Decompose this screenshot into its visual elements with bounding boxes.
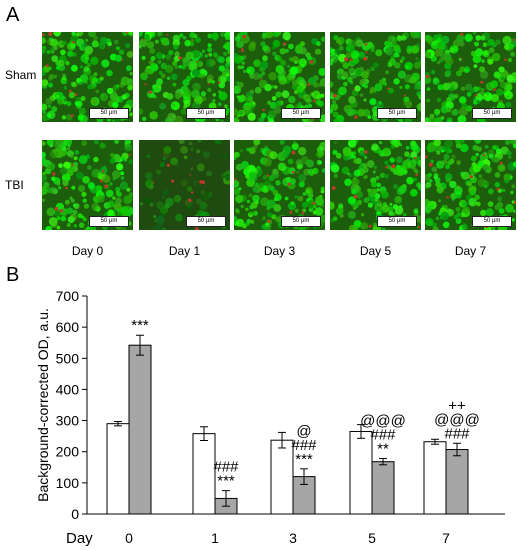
scale-bar: 50 µm: [377, 216, 417, 227]
panel-b-label: B: [6, 264, 20, 286]
significance-marker: ***: [217, 473, 235, 490]
significance-marker: ###: [291, 437, 317, 454]
micrograph-tbi-day-1: 50 µm: [139, 140, 230, 230]
y-tick-label: 100: [56, 475, 80, 491]
micrograph-tbi-day-3: 50 µm: [330, 140, 421, 230]
x-tick-label: 1: [211, 530, 219, 546]
micrograph-sham-day-4: 50 µm: [425, 32, 516, 122]
bar-series-1-day-5: [371, 461, 395, 515]
bar-series-0-day-1: [192, 433, 216, 515]
x-tick-label: 7: [442, 530, 450, 546]
day-label-2: Day 3: [263, 244, 296, 258]
scale-bar: 50 µm: [89, 216, 129, 227]
x-axis-label: Day: [66, 530, 93, 547]
y-tick-label: 600: [56, 319, 80, 335]
significance-marker: **: [377, 441, 389, 458]
scale-bar: 50 µm: [377, 108, 417, 119]
scale-bar: 50 µm: [89, 108, 129, 119]
day-label-0: Day 0: [71, 244, 104, 258]
scale-bar: 50 µm: [472, 216, 512, 227]
scale-bar: 50 µm: [186, 216, 226, 227]
bar-series-0-day-7: [423, 441, 447, 515]
micrograph-sham-day-2: 50 µm: [234, 32, 325, 122]
micrograph-sham-day-0: 50 µm: [42, 32, 133, 122]
x-tick-label: 5: [368, 530, 376, 546]
scale-bar: 50 µm: [472, 108, 512, 119]
day-label-3: Day 5: [359, 244, 392, 258]
y-tick-label: 0: [71, 506, 79, 522]
micrograph-sham-day-1: 50 µm: [139, 32, 230, 122]
x-tick-label: 0: [125, 530, 133, 546]
scale-bar: 50 µm: [281, 108, 321, 119]
micrograph-tbi-day-0: 50 µm: [42, 140, 133, 230]
scale-bar: 50 µm: [281, 216, 321, 227]
bar-series-0-day-3: [270, 439, 294, 515]
row-label-sham: Sham: [5, 68, 37, 82]
significance-marker: @@@: [360, 413, 406, 430]
panel-a-label: A: [6, 4, 20, 26]
day-label-1: Day 1: [168, 244, 201, 258]
y-axis-label: Background-corrected OD, a.u.: [35, 308, 51, 502]
micrograph-tbi-day-4: 50 µm: [425, 140, 516, 230]
significance-marker: ++: [448, 397, 466, 414]
significance-marker: ***: [295, 451, 313, 468]
row-label-tbi: TBI: [5, 178, 24, 192]
y-tick-label: 700: [56, 288, 80, 304]
bar-chart: 0 100 200 300 400 500 600 700 Background-correct…: [35, 288, 505, 547]
significance-marker: ***: [131, 317, 149, 334]
significance-marker: ###: [213, 459, 239, 476]
micrograph-sham-day-3: 50 µm: [330, 32, 421, 122]
significance-marker: @: [296, 423, 311, 440]
bar-series-1-day-7: [445, 449, 469, 515]
scale-bar: 50 µm: [186, 108, 226, 119]
significance-marker: ###: [444, 425, 470, 442]
day-label-4: Day 7: [454, 244, 487, 258]
significance-marker: ###: [370, 427, 396, 444]
y-tick-label: 500: [56, 350, 80, 366]
significance-marker: @@@: [434, 411, 480, 428]
bar-series-1-day-0: [128, 344, 152, 515]
bar-series-0-day-0: [106, 423, 130, 515]
y-tick-label: 300: [56, 413, 80, 429]
x-tick-label: 3: [289, 530, 297, 546]
micrograph-tbi-day-2: 50 µm: [234, 140, 325, 230]
bar-series-0-day-5: [349, 430, 373, 515]
y-tick-label: 200: [56, 444, 80, 460]
y-tick-label: 400: [56, 381, 80, 397]
